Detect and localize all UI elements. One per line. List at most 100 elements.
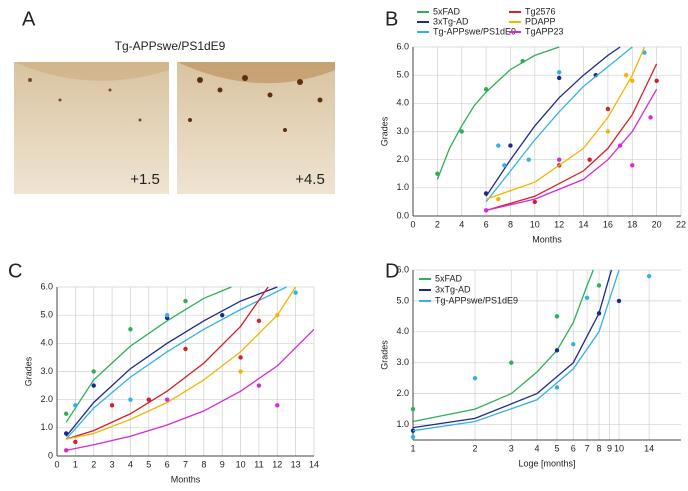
point xyxy=(459,129,464,134)
x-tick-label: 0 xyxy=(54,459,59,469)
y-tick-label: 5.0 xyxy=(396,295,409,305)
x-tick-label: 14 xyxy=(644,443,654,453)
x-axis-title: Months xyxy=(532,234,562,244)
point xyxy=(630,163,635,168)
fit-line xyxy=(66,328,314,452)
panel-label: A xyxy=(22,8,36,30)
x-tick-label: 11 xyxy=(254,459,263,469)
y-tick-label: 4.0 xyxy=(396,326,409,336)
y-tick-label: 2.0 xyxy=(396,154,409,164)
point xyxy=(91,369,96,374)
legend-label: 5xFAD xyxy=(433,6,461,16)
y-tick-label: 0.0 xyxy=(396,210,409,220)
point xyxy=(532,199,538,205)
x-tick-label: 10 xyxy=(236,459,246,469)
point xyxy=(596,311,602,316)
point xyxy=(410,434,416,440)
y-tick-label: 3.0 xyxy=(396,357,409,367)
point xyxy=(435,171,440,176)
x-tick-label: 10 xyxy=(530,219,540,229)
legend-label: PDAPP xyxy=(525,16,556,26)
fit-line xyxy=(413,269,613,429)
point xyxy=(128,327,133,332)
point xyxy=(526,157,531,162)
fit-line xyxy=(413,269,594,423)
fit-line xyxy=(485,46,633,203)
x-tick-label: 2 xyxy=(473,443,478,453)
point xyxy=(646,273,652,279)
point xyxy=(63,411,69,416)
x-tick-label: 7 xyxy=(585,443,590,453)
point xyxy=(508,143,513,148)
x-tick-label: 5 xyxy=(554,443,559,453)
point xyxy=(584,295,590,301)
point xyxy=(164,397,170,402)
x-tick-label: 8 xyxy=(597,443,602,453)
point xyxy=(556,70,562,75)
point xyxy=(183,298,188,304)
legend-label: Tg-APPswe/PS1dE9 xyxy=(435,295,518,305)
point xyxy=(238,355,243,360)
x-tick-label: 5 xyxy=(146,459,151,469)
y-tick-label: 3.0 xyxy=(396,126,409,136)
x-tick-label: 8 xyxy=(201,459,206,469)
x-tick-label: 10 xyxy=(614,443,624,453)
point xyxy=(571,341,576,347)
point xyxy=(238,369,243,374)
y-tick-label: 1.0 xyxy=(40,422,53,432)
point xyxy=(496,143,501,148)
micrograph xyxy=(14,62,169,194)
image-caption: +4.5 xyxy=(295,171,325,188)
fit-line xyxy=(413,269,620,432)
point xyxy=(220,312,225,318)
point xyxy=(642,50,647,55)
legend-label: TgAPP23 xyxy=(525,26,564,36)
y-axis-title: Grades xyxy=(379,116,389,146)
y-tick-label: 6.0 xyxy=(396,41,409,51)
x-tick-label: 3 xyxy=(509,443,514,453)
legend-label: Tg2576 xyxy=(525,6,556,16)
point xyxy=(73,403,78,408)
y-tick-label: 6.0 xyxy=(40,281,53,291)
y-axis-title: Grades xyxy=(379,340,389,370)
point xyxy=(605,106,611,112)
x-tick-label: 9 xyxy=(220,459,225,469)
point xyxy=(554,385,560,390)
point xyxy=(556,157,562,162)
fit-line xyxy=(65,286,287,440)
x-tick-label: 14 xyxy=(579,219,589,229)
panel-label: C xyxy=(8,260,22,282)
fit-line xyxy=(485,46,621,197)
fit-line xyxy=(66,286,269,440)
point xyxy=(109,403,115,408)
point xyxy=(496,196,501,202)
y-tick-label: 6.0 xyxy=(396,264,409,274)
legend-label: 3xTg-AD xyxy=(435,284,471,294)
point xyxy=(483,208,489,213)
point xyxy=(483,87,489,92)
point xyxy=(596,283,602,288)
point xyxy=(623,72,629,78)
x-tick-label: 2 xyxy=(91,459,96,469)
point xyxy=(164,312,170,318)
x-tick-label: 1 xyxy=(73,459,78,469)
x-axis-title: Loge [months] xyxy=(518,458,575,468)
legend-label: Tg-APPswe/PS1dE9 xyxy=(433,26,516,36)
x-tick-label: 1 xyxy=(410,443,415,453)
point xyxy=(472,375,478,381)
legend-label: 5xFAD xyxy=(435,273,463,283)
x-tick-label: 16 xyxy=(603,219,613,229)
point xyxy=(556,75,562,81)
fit-line xyxy=(66,286,297,440)
y-axis-title: Grades xyxy=(23,356,33,386)
x-tick-label: 13 xyxy=(291,459,301,469)
x-tick-label: 12 xyxy=(554,219,564,229)
point xyxy=(502,163,507,168)
y-tick-label: 4.0 xyxy=(396,98,409,108)
point xyxy=(63,448,69,453)
point xyxy=(554,348,560,353)
y-tick-label: 2.0 xyxy=(396,388,409,398)
y-tick-label: 0 xyxy=(48,450,53,460)
fit-line xyxy=(485,63,658,212)
